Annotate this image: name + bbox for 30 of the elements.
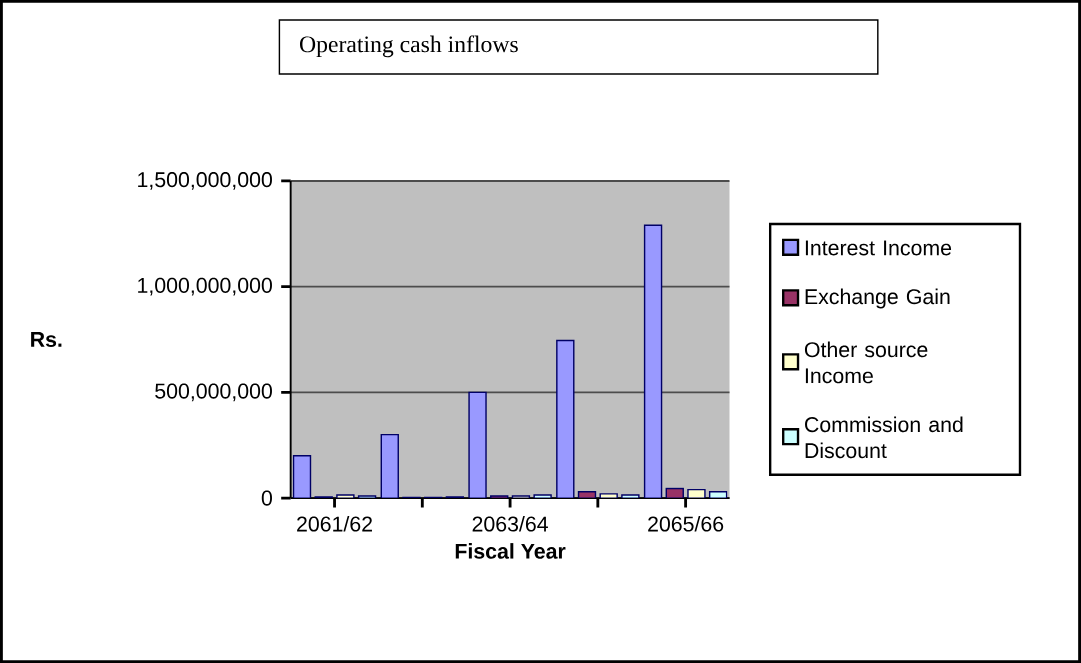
legend-label: Exchange Gain <box>805 288 950 309</box>
y-tick-label: 1,500,000,000 <box>138 172 272 190</box>
bar <box>556 339 575 499</box>
bar <box>533 494 552 499</box>
bar <box>468 391 487 499</box>
bar <box>621 494 640 499</box>
bar <box>490 495 509 499</box>
bar <box>577 491 597 499</box>
legend-label: Commission and Discount <box>805 416 963 459</box>
chart-title: Operating cash inflows <box>300 35 518 58</box>
bar <box>599 493 618 499</box>
x-tick-label: 2063/64 <box>472 515 548 532</box>
bar <box>357 495 377 499</box>
bar <box>665 487 684 499</box>
bar <box>643 224 663 499</box>
x-axis-title: Fiscal Year <box>455 543 566 559</box>
x-tick-label: 2065/66 <box>648 515 724 532</box>
y-axis-title: Rs. <box>31 332 62 347</box>
bar <box>336 494 355 499</box>
legend-label: Interest Income <box>805 240 952 256</box>
y-tick-label: 0 <box>261 490 272 506</box>
x-tick-label: 2061/62 <box>297 515 372 532</box>
bar <box>511 495 531 499</box>
legend-label: Other source Income <box>804 341 928 384</box>
bar <box>292 455 312 499</box>
bar <box>708 491 728 499</box>
y-tick-label: 1,000,000,000 <box>138 277 272 296</box>
y-tick-label: 500,000,000 <box>155 383 272 402</box>
bar <box>687 488 706 499</box>
bar <box>380 433 399 499</box>
